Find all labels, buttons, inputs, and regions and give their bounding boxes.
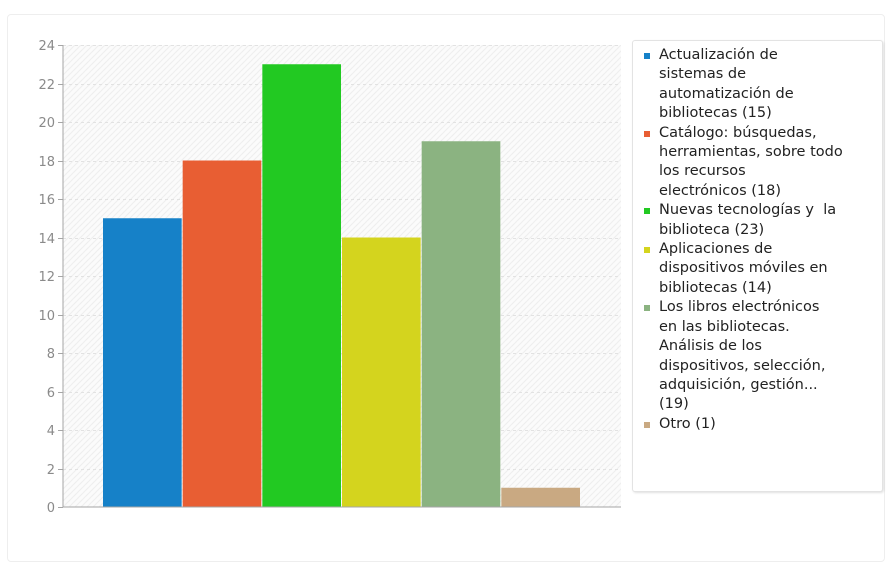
y-tick-label: 0 <box>47 501 55 516</box>
y-tick-label: 14 <box>38 232 55 247</box>
y-tick-label: 6 <box>47 386 55 401</box>
legend-swatch-icon <box>644 208 650 215</box>
bar-6[interactable] <box>501 487 580 507</box>
y-tick-label: 2 <box>47 463 55 478</box>
bar-1[interactable] <box>103 218 182 507</box>
chart-legend: Actualización de sistemas de automatizac… <box>632 40 883 492</box>
legend-swatch-icon <box>644 53 650 59</box>
legend-label: Actualización de sistemas de automatizac… <box>659 47 794 122</box>
bar-3[interactable] <box>262 64 341 507</box>
legend-swatch-icon <box>644 247 650 254</box>
y-tick-label: 22 <box>38 78 55 93</box>
y-tick-label: 4 <box>47 424 55 439</box>
legend-label: Aplicaciones de dispositivos móviles en … <box>659 241 828 296</box>
legend-label: Los libros electrónicos en las bibliotec… <box>659 299 826 413</box>
legend-item[interactable]: Aplicaciones de dispositivos móviles en … <box>642 240 872 298</box>
y-tick-label: 24 <box>38 39 55 54</box>
legend-label: Nuevas tecnologías y la biblioteca (23) <box>659 202 837 238</box>
legend-label: Otro (1) <box>659 415 716 432</box>
y-tick-label: 10 <box>38 309 55 324</box>
legend-list: Actualización de sistemas de automatizac… <box>633 41 882 434</box>
y-tick-label: 18 <box>38 155 55 170</box>
bar-5[interactable] <box>421 141 501 507</box>
y-tick-label: 12 <box>38 270 55 285</box>
legend-item[interactable]: Nuevas tecnologías y la biblioteca (23) <box>642 201 872 240</box>
y-tick-label: 20 <box>38 116 55 131</box>
y-tick-label: 16 <box>38 193 55 208</box>
legend-label: Catálogo: búsquedas, herramientas, sobre… <box>659 124 843 199</box>
y-tick-label: 8 <box>47 347 55 362</box>
bar-2[interactable] <box>182 160 262 508</box>
legend-swatch-icon <box>644 130 650 137</box>
legend-swatch-icon <box>644 421 650 428</box>
bars <box>103 64 580 507</box>
legend-item[interactable]: Otro (1) <box>642 415 872 434</box>
legend-item[interactable]: Actualización de sistemas de automatizac… <box>642 46 872 124</box>
legend-swatch-icon <box>644 305 650 312</box>
bar-4[interactable] <box>342 237 421 508</box>
legend-item[interactable]: Los libros electrónicos en las bibliotec… <box>642 298 872 414</box>
legend-item[interactable]: Catálogo: búsquedas, herramientas, sobre… <box>642 124 872 202</box>
